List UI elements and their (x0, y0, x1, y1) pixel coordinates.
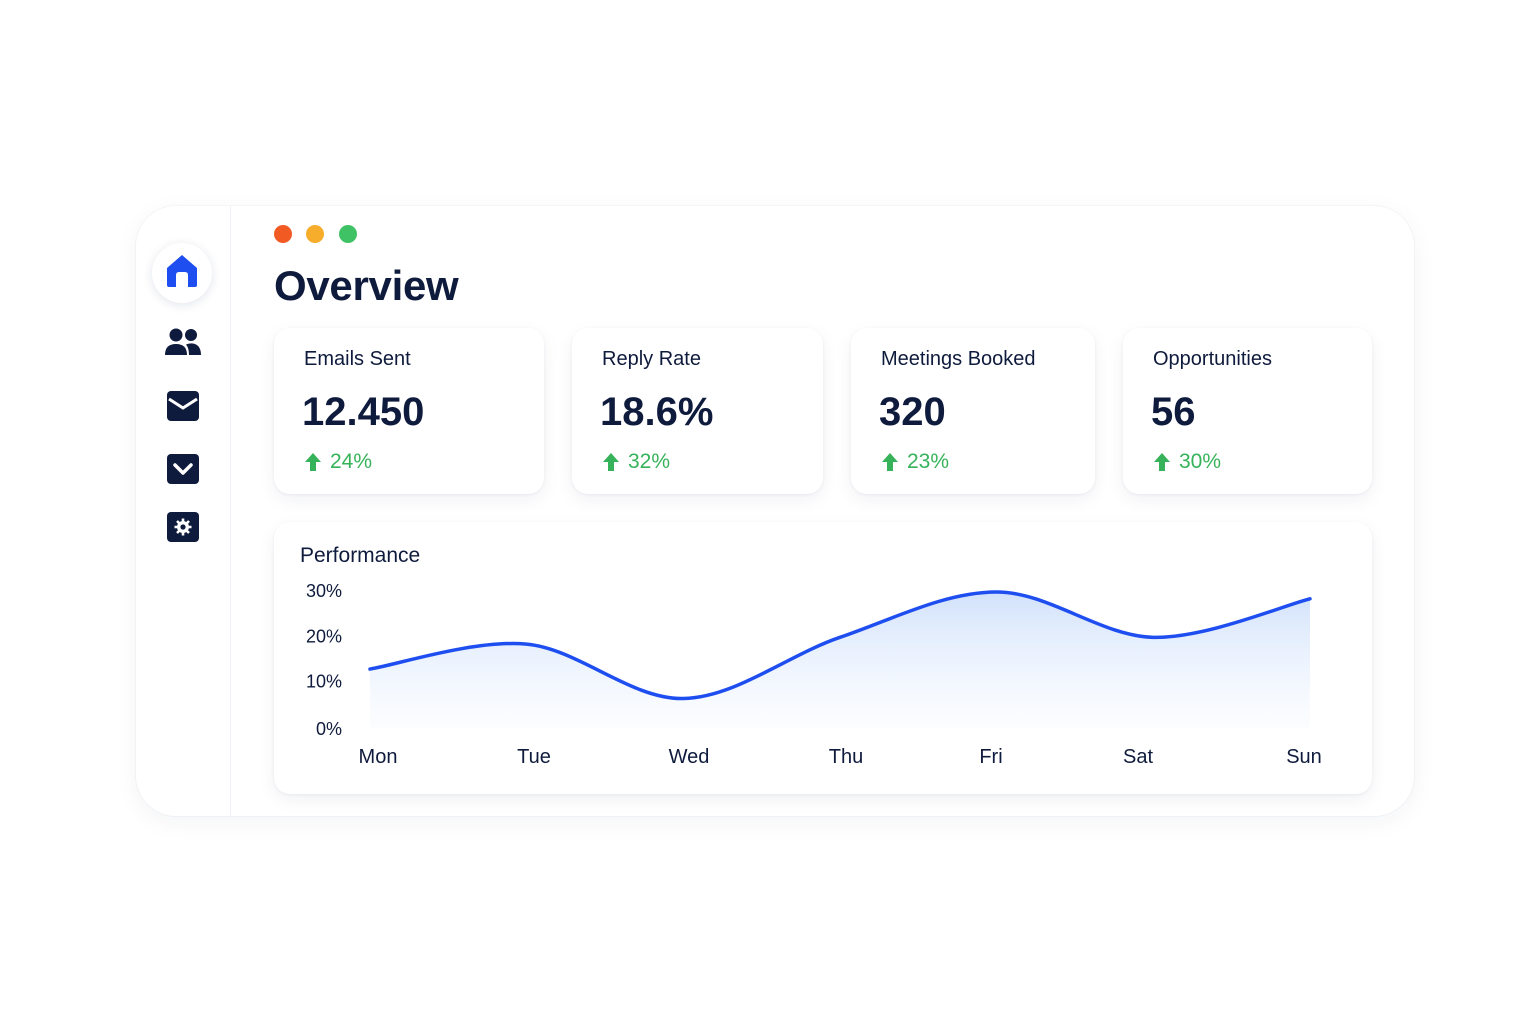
x-tick-label: Thu (829, 746, 863, 768)
performance-title: Performance (300, 544, 421, 567)
sidebar (136, 206, 231, 816)
stat-change-value: 32% (628, 450, 671, 473)
stat-label: Meetings Booked (881, 348, 1036, 370)
x-tick-label: Wed (669, 746, 710, 768)
stat-label: Emails Sent (304, 348, 411, 370)
arrow-up-icon (305, 453, 321, 471)
users-icon (164, 327, 202, 364)
x-tick-label: Tue (517, 746, 551, 768)
stat-value: 18.6% (600, 390, 714, 434)
x-tick-label: Mon (359, 746, 398, 768)
y-tick-label: 30% (306, 581, 342, 601)
stat-value: 56 (1151, 390, 1196, 434)
stat-label: Opportunities (1153, 348, 1272, 370)
maximize-window-button[interactable] (339, 225, 357, 243)
stat-card-meetings-booked: Meetings Booked 320 23% (851, 328, 1095, 494)
check-icon (166, 453, 200, 490)
y-tick-label: 20% (306, 626, 342, 646)
page-title: Overview (274, 262, 459, 309)
x-tick-label: Sun (1286, 746, 1322, 768)
stat-value: 320 (879, 390, 946, 434)
series-area (370, 592, 1310, 728)
stat-card-reply-rate: Reply Rate 18.6% 32% (572, 328, 823, 494)
performance-chart: 0% 10% 20% 30% Mon Tue Wed Thu Fri Sat Sun (306, 581, 1322, 768)
mail-icon (166, 390, 200, 427)
series-line (368, 590, 1312, 701)
stat-card-opportunities: Opportunities 56 30% (1123, 328, 1372, 494)
close-window-button[interactable] (274, 225, 292, 243)
stat-change: 23% (881, 450, 949, 474)
x-tick-label: Sat (1123, 746, 1153, 768)
arrow-up-icon (1154, 453, 1170, 471)
stat-change: 30% (1153, 450, 1221, 474)
arrow-up-icon (882, 453, 898, 471)
gear-icon (166, 511, 200, 548)
stat-change: 32% (602, 450, 670, 474)
stat-change-value: 23% (907, 450, 950, 473)
y-tick-label: 0% (316, 719, 342, 739)
stat-change-value: 30% (1179, 450, 1222, 473)
performance-panel: Performance 0% 10% 20% 30% Mon Tue Wed Thu Fri Sa… (274, 522, 1372, 794)
stat-card-emails-sent: Emails Sent 12.450 24% (274, 328, 544, 494)
arrow-up-icon (603, 453, 619, 471)
stat-change-value: 24% (330, 450, 373, 473)
sidebar-item-tasks[interactable] (160, 448, 206, 494)
minimize-window-button[interactable] (306, 225, 324, 243)
stat-change: 24% (304, 450, 372, 474)
y-tick-label: 10% (306, 672, 342, 692)
x-tick-label: Fri (979, 746, 1002, 768)
sidebar-item-mail[interactable] (160, 385, 206, 431)
app-window: Overview Emails Sent 12.450 24% Reply Ra… (136, 206, 1414, 816)
stat-value: 12.450 (302, 390, 425, 434)
stat-label: Reply Rate (602, 348, 701, 370)
sidebar-item-settings[interactable] (160, 506, 206, 552)
sidebar-item-users[interactable] (160, 322, 206, 368)
home-icon (165, 253, 199, 294)
sidebar-item-home[interactable] (152, 243, 212, 303)
